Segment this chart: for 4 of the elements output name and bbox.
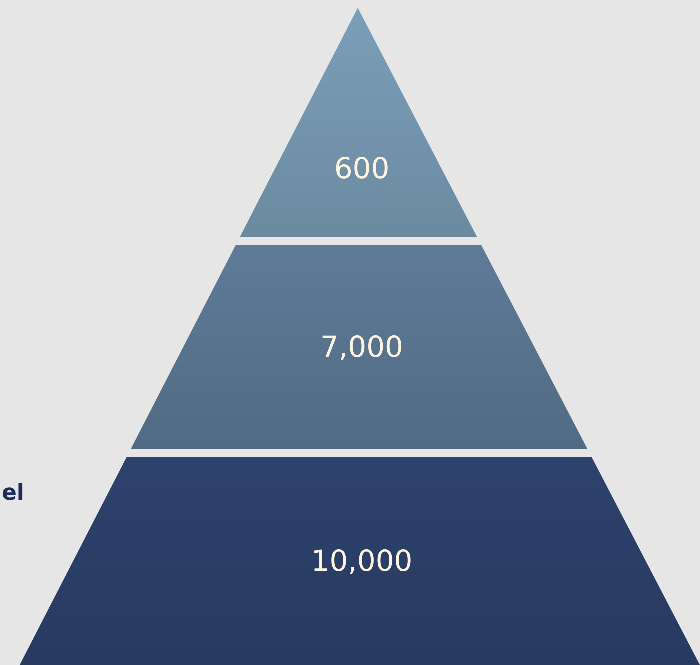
data-label: 600 [334, 151, 390, 186]
data-label: 10,000 [311, 544, 413, 578]
data-label: 7,000 [320, 330, 404, 364]
text: el [2, 481, 24, 506]
